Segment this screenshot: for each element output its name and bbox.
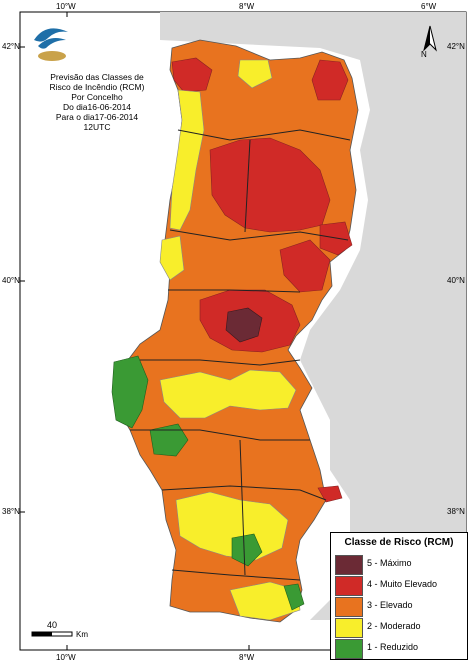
scale-unit: Km (76, 630, 88, 639)
title-line: Previsão das Classes de (50, 72, 144, 82)
lat-label-38n: 38°N (2, 507, 20, 516)
title-line: Para o dia17-06-2014 (55, 112, 139, 122)
north-label: N (421, 50, 427, 59)
region-lisbon-green (111, 355, 149, 429)
title-line: Do dia16-06-2014 (62, 102, 132, 112)
spain-land (160, 12, 466, 620)
title-line: 12UTC (83, 122, 111, 132)
region-algarve-yellow (229, 581, 301, 621)
lon-label-10w: 10°W (56, 2, 76, 11)
region-max (225, 307, 263, 343)
legend-swatch (335, 576, 363, 596)
region-south-red (317, 485, 343, 503)
title-line: Por Concelho (71, 92, 123, 102)
legend: Classe de Risco (RCM) 5 - Máximo 4 - Mui… (330, 532, 468, 660)
region-beja-green (231, 533, 263, 567)
lon-label-6w: 6°W (421, 2, 437, 11)
legend-item-1: 1 - Reduzido (335, 639, 463, 659)
north-arrow-icon (423, 25, 437, 52)
lon-label-8w: 8°W (239, 2, 255, 11)
map-title: Previsão das Classes de Risco de Incêndi… (22, 72, 172, 132)
legend-label: 2 - Moderado (367, 621, 421, 631)
region-nw-yellow (237, 59, 273, 89)
legend-swatch (335, 555, 363, 575)
scale-bar (31, 631, 73, 637)
district-boundaries (130, 129, 351, 581)
legend-item-5: 5 - Máximo (335, 555, 463, 575)
legend-item-2: 2 - Moderado (335, 618, 463, 638)
legend-label: 5 - Máximo (367, 558, 412, 568)
lat-label-42n-right: 42°N (447, 42, 465, 51)
region-tejo-green (149, 423, 189, 457)
lat-label-40n: 40°N (2, 276, 20, 285)
region-coast-yellow (169, 89, 205, 231)
legend-label: 3 - Elevado (367, 600, 413, 610)
region-central-yellow (159, 369, 297, 419)
lat-label-42n: 42°N (2, 42, 20, 51)
region-guarda-red (279, 239, 331, 293)
legend-label: 1 - Reduzido (367, 642, 419, 652)
region-south-yellow (175, 491, 289, 561)
legend-label: 4 - Muito Elevado (367, 579, 438, 589)
lon-label-8w-bottom: 8°W (239, 653, 255, 662)
title-line: Risco de Incêndio (RCM) (49, 82, 145, 92)
lon-label-10w-bottom: 10°W (56, 653, 76, 662)
legend-title: Classe de Risco (RCM) (344, 537, 454, 548)
legend-swatch (335, 639, 363, 659)
scale-value: 40 (47, 620, 58, 630)
region-ne-red (311, 59, 349, 101)
legend-item-3: 3 - Elevado (335, 597, 463, 617)
legend-swatch (335, 597, 363, 617)
legend-item-4: 4 - Muito Elevado (335, 576, 463, 596)
legend-swatch (335, 618, 363, 638)
region-algarve-green (283, 583, 305, 611)
region-leiria-yellow (159, 235, 185, 281)
lat-label-40n-right: 40°N (447, 276, 465, 285)
ipma-logo (34, 28, 68, 61)
region-nw-red (171, 57, 213, 93)
lat-label-38n-right: 38°N (447, 507, 465, 516)
